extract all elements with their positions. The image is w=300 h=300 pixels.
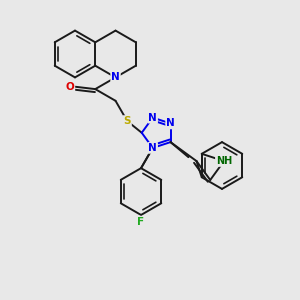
Text: F: F [137, 217, 145, 226]
Text: N: N [166, 118, 175, 128]
Text: N: N [111, 72, 120, 82]
Text: N: N [148, 112, 157, 123]
Text: NH: NH [216, 156, 232, 166]
Text: O: O [66, 82, 74, 92]
Text: S: S [124, 116, 131, 126]
Text: N: N [148, 143, 157, 153]
